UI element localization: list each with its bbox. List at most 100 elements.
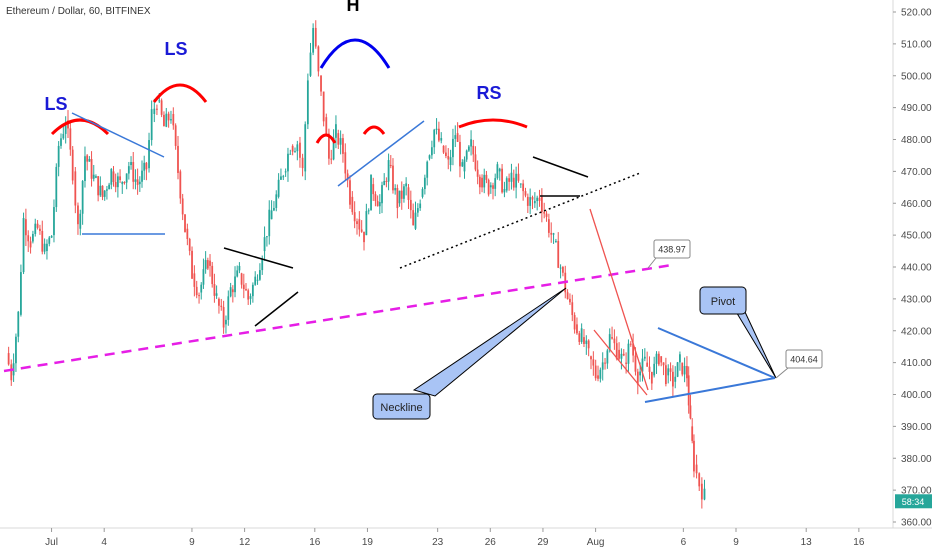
candle-body — [287, 153, 289, 172]
candle-body — [426, 161, 429, 178]
last-price-box — [895, 494, 932, 509]
neckline-callout-text: Neckline — [380, 402, 422, 414]
pivot-callout — [699, 286, 747, 315]
candle-body — [559, 267, 562, 269]
candle-body — [472, 145, 475, 155]
candle-body — [84, 156, 86, 182]
time-tick-label: 12 — [239, 537, 251, 548]
price-tick-label: 400.00 — [901, 390, 932, 401]
candle-body — [383, 180, 386, 186]
candle-body — [498, 168, 501, 172]
candle-body — [430, 147, 433, 156]
candle-body — [251, 284, 254, 297]
candle-body — [676, 362, 679, 377]
candle-body — [385, 180, 388, 182]
candle-body — [552, 233, 555, 235]
candle-body — [74, 171, 77, 206]
candle-body — [454, 135, 457, 139]
candle-body — [503, 188, 506, 193]
candle-body — [48, 237, 51, 244]
candle-body — [95, 176, 97, 178]
candle-body — [590, 356, 592, 360]
candle-body — [650, 371, 653, 384]
candle-body — [119, 176, 121, 180]
price-tick-label: 470.00 — [901, 167, 932, 178]
annotation-labels: LS LS H RS — [44, 0, 501, 114]
candle-body — [114, 182, 117, 188]
candle-body — [662, 362, 665, 366]
candle-body — [522, 183, 525, 192]
price-tick-label: 380.00 — [901, 454, 932, 465]
candle-body — [512, 177, 515, 188]
price-tick-label: 390.00 — [901, 422, 932, 433]
candle-body — [110, 169, 113, 185]
candle-body — [34, 223, 37, 234]
head-arc — [319, 38, 391, 69]
candle-body — [533, 201, 536, 204]
candle-body — [273, 207, 275, 211]
triangle-line — [657, 327, 776, 379]
candle-body — [90, 159, 93, 179]
candle-body — [618, 349, 620, 359]
pattern-label: LS — [44, 94, 67, 114]
candle-body — [646, 362, 649, 367]
candle-body — [529, 197, 532, 206]
candle-body — [440, 138, 443, 141]
candle-body — [683, 365, 686, 375]
candle-body — [282, 176, 285, 178]
price-tick-label: 360.00 — [901, 518, 932, 529]
candle-body — [389, 165, 392, 166]
channel-line — [589, 208, 649, 391]
candle-body — [416, 208, 419, 213]
candle-body — [547, 219, 550, 233]
pattern-label: LS — [164, 39, 187, 59]
candle-body — [421, 189, 424, 197]
candle-body — [483, 174, 486, 188]
candle-body — [655, 353, 658, 364]
candle-body — [442, 145, 445, 153]
candle-body — [632, 343, 635, 356]
candle-body — [611, 337, 613, 339]
candle-body — [409, 199, 412, 211]
candle-body — [69, 128, 72, 150]
time-tick-label: 13 — [801, 537, 813, 548]
price-axis[interactable]: 520.00 510.00 500.00 490.00 480.00 470.00 460.… — [892, 0, 932, 529]
candle-body — [536, 197, 539, 202]
candle-body — [669, 368, 672, 372]
candle-body — [198, 295, 200, 297]
candle-body — [700, 483, 703, 500]
candle-body — [57, 145, 60, 167]
candle-body — [46, 243, 48, 252]
candle-body — [24, 219, 27, 236]
candle-body — [476, 169, 479, 177]
candle-body — [592, 359, 595, 366]
candle-body — [138, 181, 141, 185]
candle-body — [691, 426, 694, 441]
candle-body — [459, 141, 461, 167]
candle-body — [127, 166, 130, 174]
time-tick-label: 4 — [101, 537, 107, 548]
candle-body — [7, 353, 10, 365]
candle-body — [485, 174, 488, 180]
candle-body — [433, 129, 436, 148]
price-tick-label: 430.00 — [901, 294, 932, 305]
candle-body — [674, 376, 677, 382]
candle-body — [62, 133, 65, 139]
time-tick-label: 16 — [309, 537, 321, 548]
candle-body — [339, 138, 342, 145]
candle-body — [86, 155, 89, 162]
time-axis[interactable]: Jul 4 9 12 16 19 23 26 29 Aug 6 9 13 16 — [0, 527, 932, 548]
candle-body — [101, 185, 104, 197]
dotted-trend-line — [399, 172, 641, 269]
candle-body — [653, 363, 656, 376]
candle-body — [636, 371, 639, 385]
candle-body — [36, 223, 39, 228]
candle-body — [456, 133, 459, 142]
candle-body — [689, 405, 692, 419]
candle-body — [445, 152, 447, 157]
candle-body — [10, 364, 13, 381]
candle-body — [622, 353, 625, 356]
candle-body — [672, 371, 674, 387]
candle-body — [125, 173, 128, 183]
